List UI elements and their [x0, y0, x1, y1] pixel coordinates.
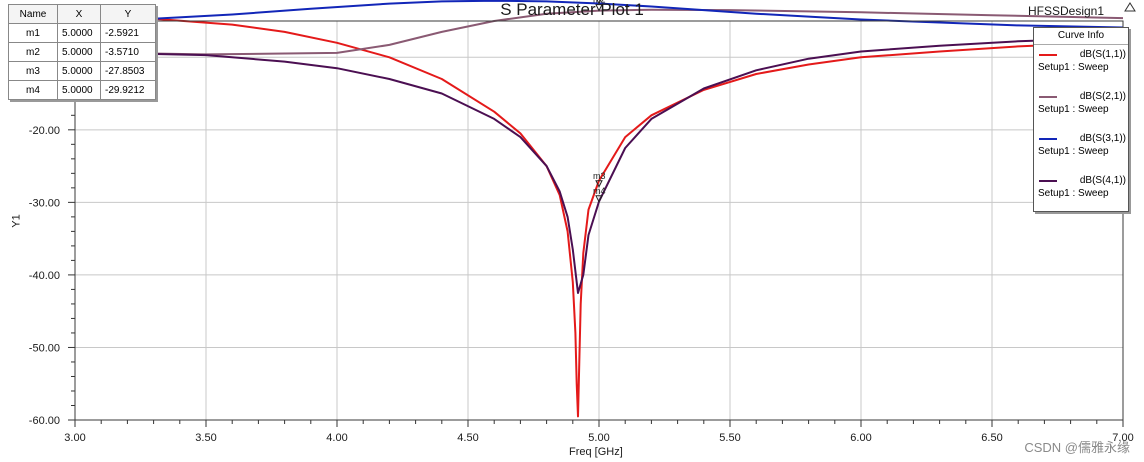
y-tick-label: -60.00 — [29, 415, 60, 427]
x-tick-label: 4.00 — [326, 432, 347, 444]
chart-title: S Parameter Plot 1 — [500, 0, 644, 19]
y-tick-label: -50.00 — [29, 342, 60, 354]
marker-label: m3 — [593, 171, 606, 181]
x-tick-label: 3.00 — [64, 432, 85, 444]
x-tick-label: 6.50 — [981, 432, 1002, 444]
marker-name: m4 — [8, 80, 58, 100]
legend-swatch — [1039, 96, 1057, 98]
marker-label: m2 — [593, 0, 606, 5]
x-tick-label: 3.50 — [195, 432, 216, 444]
marker-x: 5.0000 — [57, 80, 101, 100]
x-tick-label: 5.50 — [719, 432, 740, 444]
legend-setup-label: Setup1 : Sweep — [1038, 62, 1109, 73]
legend-entry-s11[interactable]: dB(S(1,1)) Setup1 : Sweep — [1034, 45, 1128, 87]
y-tick-label: -30.00 — [29, 197, 60, 209]
curve-info-legend[interactable]: Curve Info dB(S(1,1)) Setup1 : Sweep dB(… — [1033, 27, 1129, 212]
legend-entry-s31[interactable]: dB(S(3,1)) Setup1 : Sweep — [1034, 129, 1128, 171]
legend-entry-s41[interactable]: dB(S(4,1)) Setup1 : Sweep — [1034, 171, 1128, 213]
marker-table[interactable]: Name X Y m1 5.0000 -2.5921 m2 5.0000 -3.… — [8, 4, 156, 100]
marker-name: m3 — [8, 61, 58, 81]
marker-y: -2.5921 — [100, 23, 156, 43]
table-row[interactable]: m4 5.0000 -29.9212 — [8, 80, 156, 100]
legend-entry-s21[interactable]: dB(S(2,1)) Setup1 : Sweep — [1034, 87, 1128, 129]
marker-triangle[interactable] — [595, 180, 603, 188]
design-name: HFSSDesign1 — [1027, 4, 1104, 18]
legend-series-name: dB(S(4,1)) — [1079, 175, 1126, 186]
x-tick-label: 7.00 — [1112, 432, 1133, 444]
x-tick-label: 5.00 — [588, 432, 609, 444]
watermark: CSDN @儒雅永缘 — [1024, 440, 1130, 455]
marker-name: m1 — [8, 23, 58, 43]
table-row[interactable]: m3 5.0000 -27.8503 — [8, 61, 156, 81]
legend-series-name: dB(S(3,1)) — [1079, 133, 1126, 144]
table-row[interactable]: m1 5.0000 -2.5921 — [8, 23, 156, 43]
legend-series-name: dB(S(2,1)) — [1079, 91, 1126, 102]
legend-title: Curve Info — [1034, 28, 1128, 45]
legend-swatch — [1039, 54, 1057, 56]
legend-setup-label: Setup1 : Sweep — [1038, 146, 1109, 157]
header-name: Name — [8, 4, 58, 24]
marker-y: -29.9212 — [100, 80, 156, 100]
x-axis-label: Freq [GHz] — [569, 446, 623, 458]
triangle-up-icon[interactable] — [1124, 2, 1136, 12]
header-y: Y — [100, 4, 156, 24]
series-line-s41[interactable] — [74, 36, 1124, 294]
y-axis-label: Y1 — [10, 213, 23, 228]
marker-table-header: Name X Y — [8, 4, 156, 24]
x-tick-label: 6.00 — [850, 432, 871, 444]
legend-setup-label: Setup1 : Sweep — [1038, 104, 1109, 115]
legend-swatch — [1039, 180, 1057, 182]
marker-name: m2 — [8, 42, 58, 62]
series-line-s21[interactable] — [74, 8, 1124, 56]
legend-swatch — [1039, 138, 1057, 140]
marker-label: m4 — [593, 186, 606, 196]
legend-setup-label: Setup1 : Sweep — [1038, 188, 1109, 199]
marker-x: 5.0000 — [57, 42, 101, 62]
marker-triangle[interactable] — [596, 0, 602, 5]
table-row[interactable]: m2 5.0000 -3.5710 — [8, 42, 156, 62]
y-tick-label: -20.00 — [29, 125, 60, 137]
marker-triangle[interactable] — [595, 195, 603, 203]
marker-x: 5.0000 — [57, 61, 101, 81]
y-tick-label: -40.00 — [29, 270, 60, 282]
data-markers: m1m2m3m4 — [593, 0, 606, 203]
legend-series-name: dB(S(1,1)) — [1079, 49, 1126, 60]
marker-x: 5.0000 — [57, 23, 101, 43]
header-x: X — [57, 4, 101, 24]
marker-y: -27.8503 — [100, 61, 156, 81]
series-line-s11[interactable] — [74, 16, 1124, 418]
marker-y: -3.5710 — [100, 42, 156, 62]
plot-frame — [74, 20, 1124, 421]
marker-triangle[interactable] — [595, 4, 603, 12]
x-tick-label: 4.50 — [457, 432, 478, 444]
